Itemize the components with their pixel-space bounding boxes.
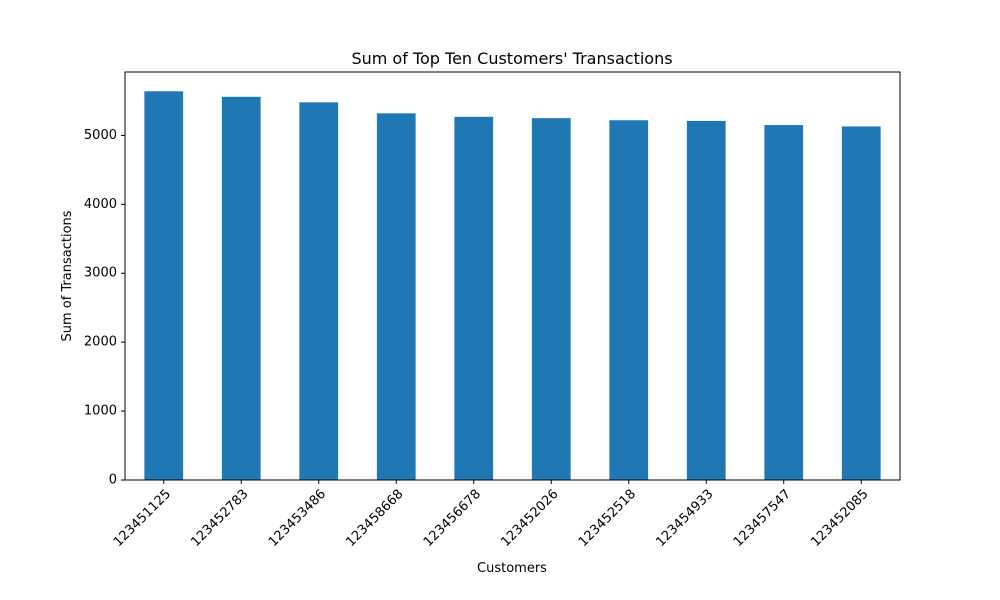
bar-123452026	[531, 118, 571, 481]
x-tick-label: 123452518	[576, 487, 639, 550]
bar-123452518	[609, 120, 649, 481]
y-tick-label: 5000	[84, 128, 117, 143]
y-tick-label: 1000	[84, 404, 117, 419]
bar-123454933	[686, 120, 726, 480]
x-tick-label: 123457547	[731, 487, 794, 550]
x-tick-label: 123452783	[188, 487, 251, 550]
x-tick-label: 123456678	[421, 487, 484, 550]
y-tick-label: 2000	[84, 335, 117, 350]
bar-123457547	[764, 125, 804, 480]
bar-123456678	[454, 116, 494, 480]
x-axis-label: Customers	[477, 561, 547, 576]
x-tick-label: 123454933	[653, 487, 716, 550]
x-tick-label: 123451125	[111, 487, 174, 550]
bar-123451125	[144, 91, 184, 480]
plot-frame	[124, 71, 901, 481]
y-tick-label: 0	[109, 473, 117, 488]
x-tick-label: 123458668	[343, 487, 406, 550]
x-axis: 123451125 123452783 123453486 123458668 1234…	[111, 480, 872, 550]
bar-123458668	[376, 113, 416, 480]
x-tick-label: 123453486	[266, 487, 329, 550]
y-tick-label: 4000	[84, 197, 117, 212]
chart-title: Sum of Top Ten Customers' Transactions	[351, 49, 672, 68]
y-tick-label: 3000	[84, 266, 117, 281]
y-axis-label: Sum of Transactions	[60, 210, 75, 341]
x-tick-label: 123452026	[498, 487, 561, 550]
bar-123452783	[221, 96, 261, 480]
bars-group	[144, 91, 881, 481]
bar-123452085	[841, 126, 881, 480]
y-axis: 0 1000 2000 3000 4000 5000	[84, 128, 125, 488]
x-tick-label: 123452085	[808, 487, 871, 550]
bar-123453486	[299, 102, 339, 480]
